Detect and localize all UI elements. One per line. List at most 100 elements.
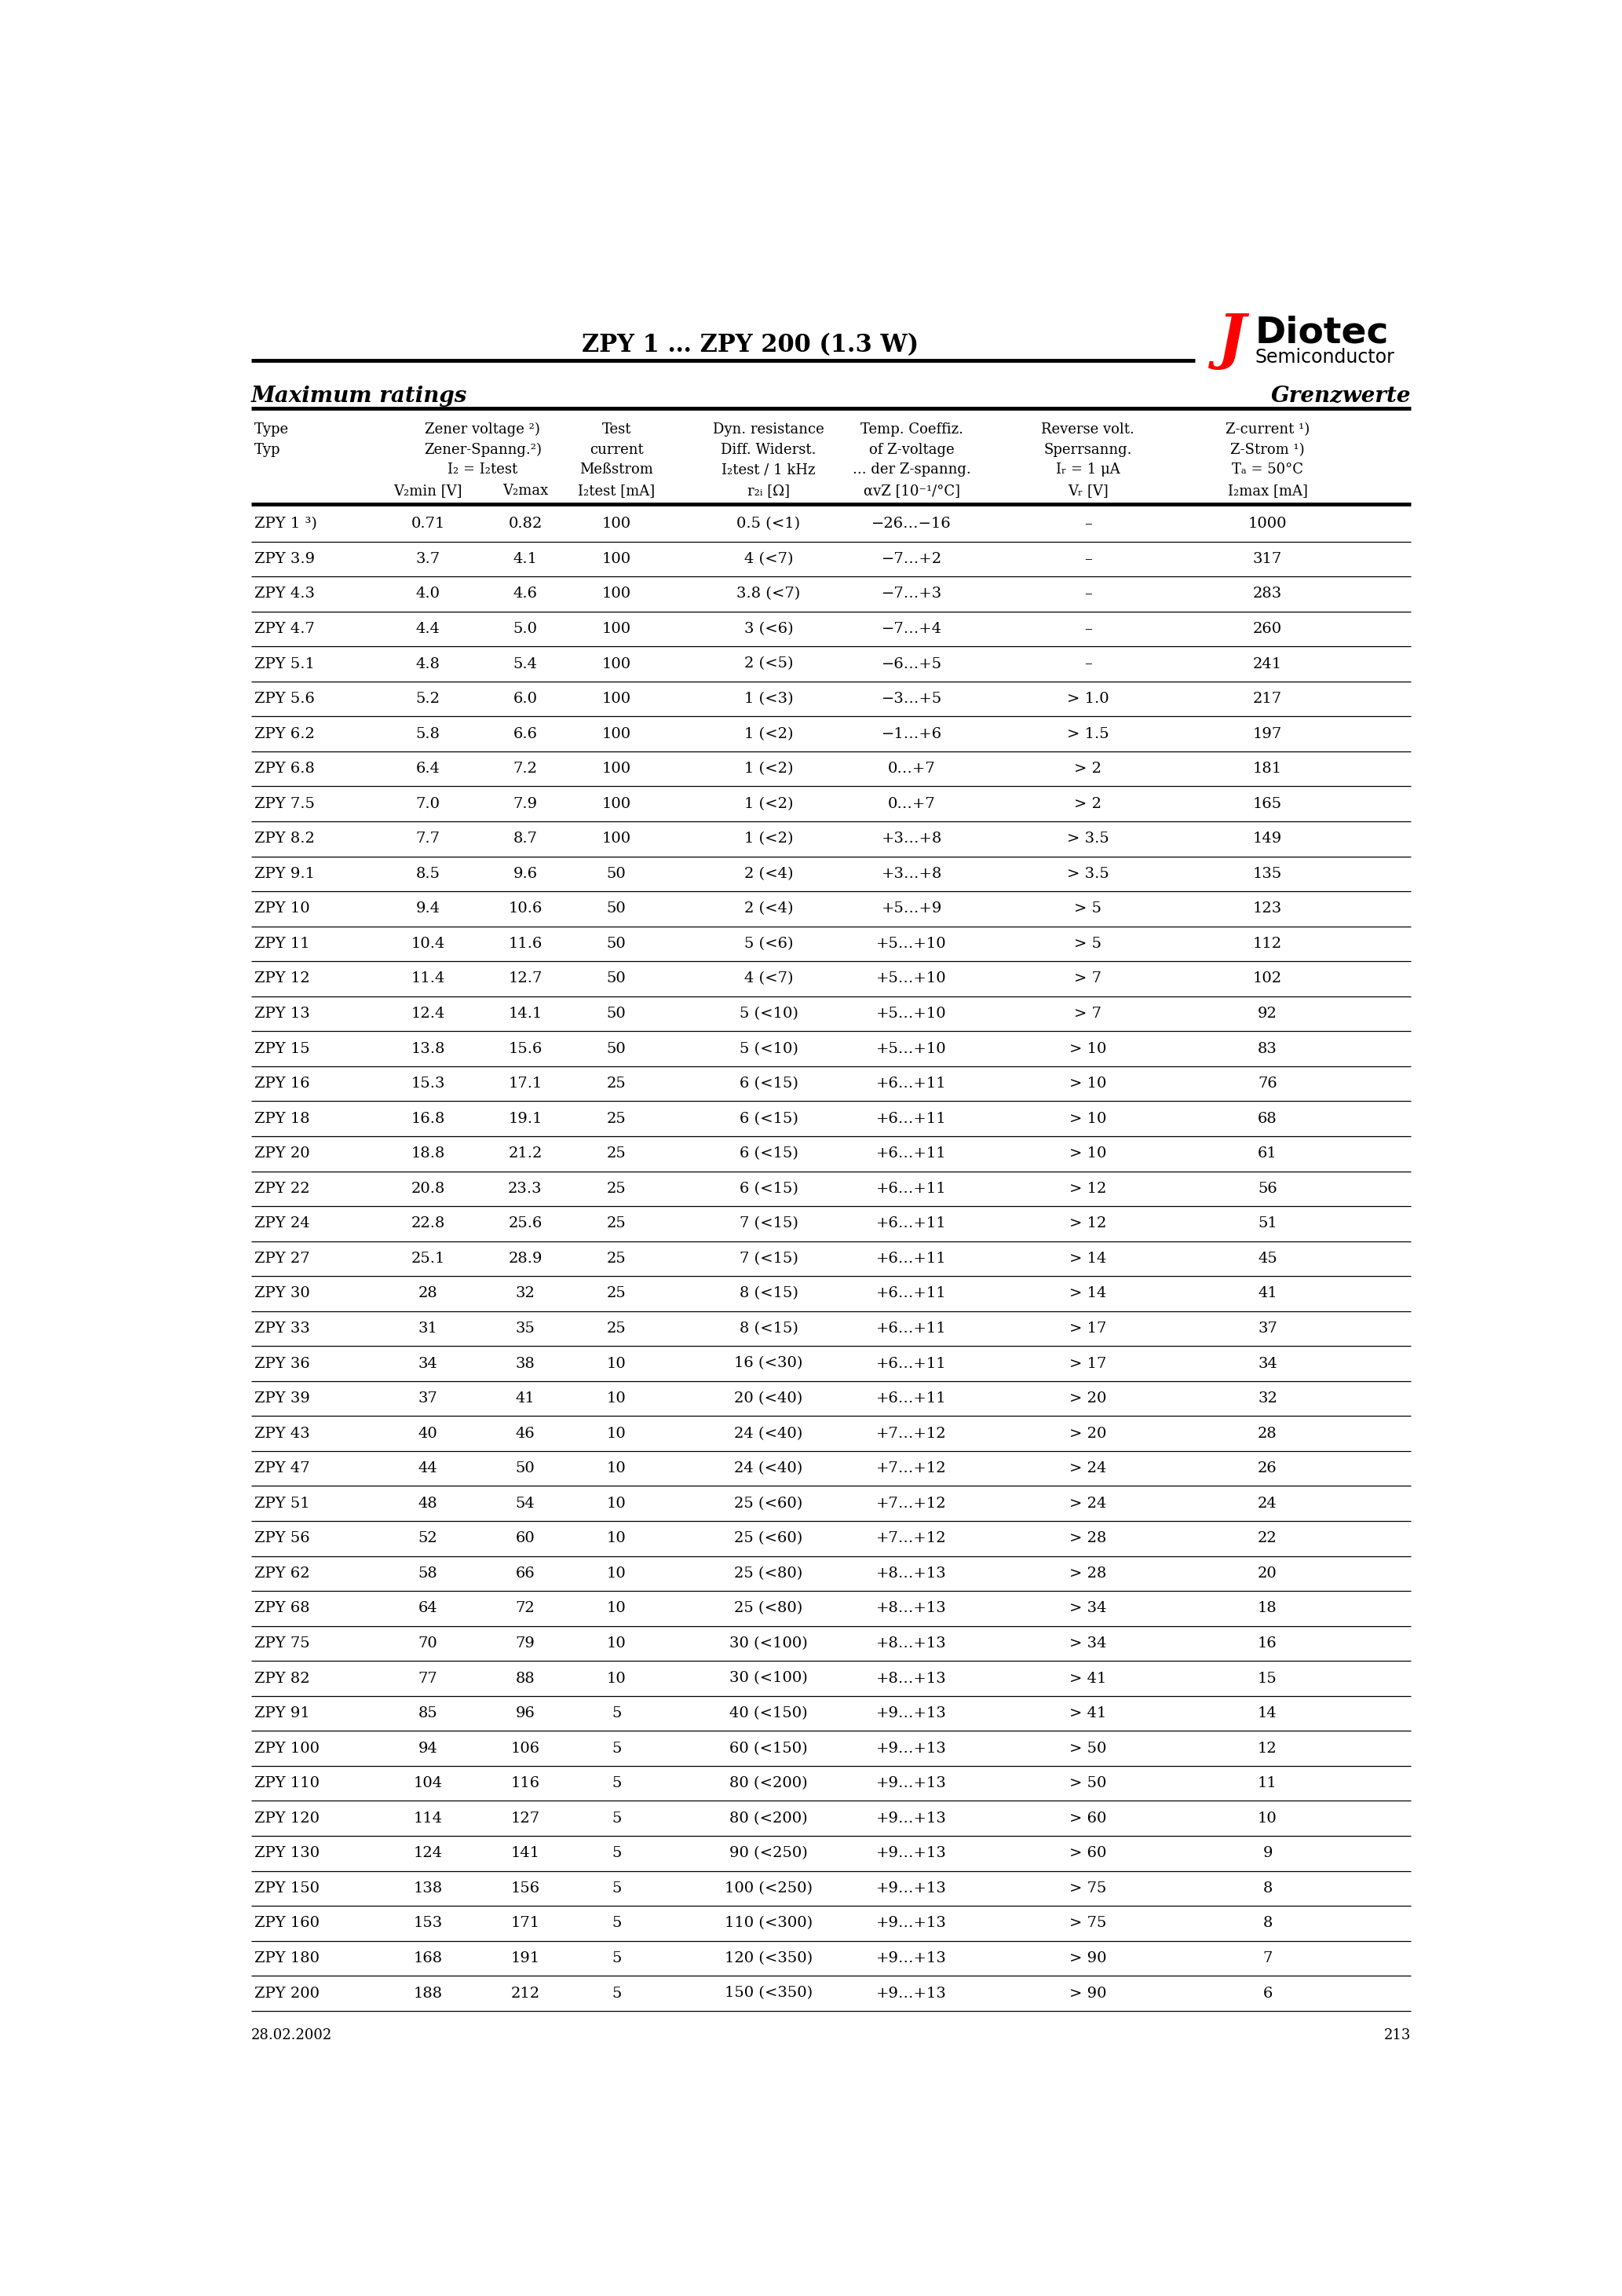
Text: 80 (<200): 80 (<200) bbox=[730, 1812, 808, 1825]
Text: V₂max: V₂max bbox=[503, 484, 548, 498]
Text: 8 (<15): 8 (<15) bbox=[740, 1322, 798, 1336]
Text: 10.4: 10.4 bbox=[410, 937, 444, 951]
Text: 12: 12 bbox=[1257, 1740, 1277, 1756]
Text: −7…+3: −7…+3 bbox=[881, 588, 942, 602]
Text: 191: 191 bbox=[511, 1952, 540, 1965]
Text: 48: 48 bbox=[418, 1497, 438, 1511]
Text: ZPY 18: ZPY 18 bbox=[255, 1111, 310, 1125]
Text: 9.6: 9.6 bbox=[513, 868, 537, 882]
Text: > 50: > 50 bbox=[1069, 1740, 1106, 1756]
Text: ZPY 75: ZPY 75 bbox=[255, 1637, 310, 1651]
Text: −6…+5: −6…+5 bbox=[881, 657, 942, 670]
Text: 10: 10 bbox=[607, 1600, 626, 1616]
Text: +6…+11: +6…+11 bbox=[876, 1146, 947, 1162]
Text: 8.5: 8.5 bbox=[415, 868, 440, 882]
Text: 8.7: 8.7 bbox=[513, 831, 537, 845]
Text: 50: 50 bbox=[516, 1463, 535, 1476]
Text: ZPY 47: ZPY 47 bbox=[255, 1463, 310, 1476]
Text: 212: 212 bbox=[511, 1986, 540, 2000]
Text: ZPY 62: ZPY 62 bbox=[255, 1566, 310, 1580]
Text: 4.6: 4.6 bbox=[513, 588, 537, 602]
Text: –: – bbox=[1083, 517, 1092, 530]
Text: ZPY 4.7: ZPY 4.7 bbox=[255, 622, 315, 636]
Text: 18.8: 18.8 bbox=[410, 1146, 444, 1162]
Text: 10: 10 bbox=[607, 1637, 626, 1651]
Text: 5: 5 bbox=[611, 1986, 621, 2000]
Text: > 2: > 2 bbox=[1074, 797, 1101, 810]
Text: 7: 7 bbox=[1262, 1952, 1272, 1965]
Text: +9…+13: +9…+13 bbox=[876, 1952, 947, 1965]
Text: > 34: > 34 bbox=[1069, 1600, 1106, 1616]
Text: 1 (<2): 1 (<2) bbox=[744, 762, 793, 776]
Text: 241: 241 bbox=[1252, 657, 1281, 670]
Text: 0…+7: 0…+7 bbox=[887, 762, 936, 776]
Text: 102: 102 bbox=[1252, 971, 1281, 985]
Text: ZPY 51: ZPY 51 bbox=[255, 1497, 310, 1511]
Text: Meßstrom: Meßstrom bbox=[579, 461, 654, 478]
Text: 40: 40 bbox=[418, 1426, 438, 1440]
Text: ZPY 27: ZPY 27 bbox=[255, 1251, 310, 1265]
Text: 88: 88 bbox=[516, 1671, 535, 1685]
Text: 2 (<4): 2 (<4) bbox=[744, 868, 793, 882]
Text: 77: 77 bbox=[418, 1671, 438, 1685]
Text: 32: 32 bbox=[516, 1286, 535, 1302]
Text: ZPY 15: ZPY 15 bbox=[255, 1042, 310, 1056]
Text: ZPY 10: ZPY 10 bbox=[255, 902, 310, 916]
Text: +6…+11: +6…+11 bbox=[876, 1182, 947, 1196]
Text: 60: 60 bbox=[516, 1531, 535, 1545]
Text: 72: 72 bbox=[516, 1600, 535, 1616]
Text: 32: 32 bbox=[1257, 1391, 1277, 1405]
Text: ZPY 4.3: ZPY 4.3 bbox=[255, 588, 315, 602]
Text: +8…+13: +8…+13 bbox=[876, 1671, 947, 1685]
Text: 112: 112 bbox=[1252, 937, 1281, 951]
Text: 10: 10 bbox=[1257, 1812, 1277, 1825]
Text: 15: 15 bbox=[1257, 1671, 1277, 1685]
Text: 90 (<250): 90 (<250) bbox=[730, 1846, 808, 1860]
Text: 188: 188 bbox=[414, 1986, 443, 2000]
Text: 110 (<300): 110 (<300) bbox=[725, 1917, 813, 1931]
Text: 50: 50 bbox=[607, 937, 626, 951]
Text: 4.1: 4.1 bbox=[513, 551, 537, 567]
Text: > 10: > 10 bbox=[1069, 1146, 1106, 1162]
Text: 30 (<100): 30 (<100) bbox=[730, 1671, 808, 1685]
Text: 85: 85 bbox=[418, 1706, 438, 1720]
Text: 6 (<15): 6 (<15) bbox=[740, 1077, 798, 1091]
Text: –: – bbox=[1083, 622, 1092, 636]
Text: 6.4: 6.4 bbox=[415, 762, 440, 776]
Text: ZPY 91: ZPY 91 bbox=[255, 1706, 310, 1720]
Text: 135: 135 bbox=[1252, 868, 1281, 882]
Text: > 3.5: > 3.5 bbox=[1067, 868, 1109, 882]
Text: 45: 45 bbox=[1257, 1251, 1277, 1265]
Text: ZPY 5.1: ZPY 5.1 bbox=[255, 657, 315, 670]
Text: 41: 41 bbox=[516, 1391, 535, 1405]
Text: 8: 8 bbox=[1262, 1917, 1272, 1931]
Text: 25: 25 bbox=[607, 1322, 626, 1336]
Text: 138: 138 bbox=[414, 1880, 443, 1896]
Text: 4 (<7): 4 (<7) bbox=[744, 551, 793, 567]
Text: 25: 25 bbox=[607, 1077, 626, 1091]
Text: 20 (<40): 20 (<40) bbox=[735, 1391, 803, 1405]
Text: –: – bbox=[1083, 551, 1092, 567]
Text: +8…+13: +8…+13 bbox=[876, 1637, 947, 1651]
Text: 0.71: 0.71 bbox=[410, 517, 444, 530]
Text: −1…+6: −1…+6 bbox=[881, 728, 942, 742]
Text: Reverse volt.: Reverse volt. bbox=[1041, 422, 1135, 436]
Text: +6…+11: +6…+11 bbox=[876, 1322, 947, 1336]
Text: 5.8: 5.8 bbox=[415, 728, 440, 742]
Text: ZPY 5.6: ZPY 5.6 bbox=[255, 691, 315, 705]
Text: ZPY 6.2: ZPY 6.2 bbox=[255, 728, 315, 742]
Text: 38: 38 bbox=[516, 1357, 535, 1371]
Text: ZPY 100: ZPY 100 bbox=[255, 1740, 320, 1756]
Text: 25 (<60): 25 (<60) bbox=[735, 1531, 803, 1545]
Text: ZPY 12: ZPY 12 bbox=[255, 971, 310, 985]
Text: 153: 153 bbox=[414, 1917, 443, 1931]
Text: > 28: > 28 bbox=[1069, 1531, 1106, 1545]
Text: 5: 5 bbox=[611, 1952, 621, 1965]
Text: 64: 64 bbox=[418, 1600, 438, 1616]
Text: 150 (<350): 150 (<350) bbox=[725, 1986, 813, 2000]
Text: 13.8: 13.8 bbox=[410, 1042, 444, 1056]
Text: ZPY 11: ZPY 11 bbox=[255, 937, 310, 951]
Text: 25: 25 bbox=[607, 1286, 626, 1302]
Text: 123: 123 bbox=[1252, 902, 1281, 916]
Text: 141: 141 bbox=[511, 1846, 540, 1860]
